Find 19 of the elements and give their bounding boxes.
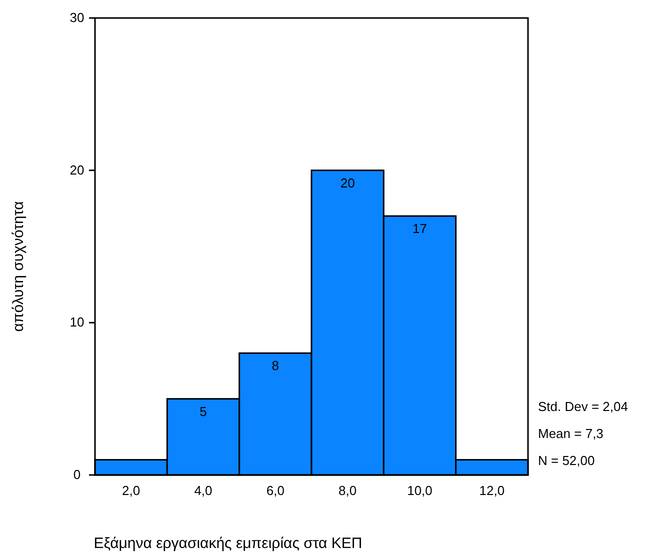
text: Mean = 7,3 bbox=[538, 426, 604, 441]
y-tick-label: 20 bbox=[70, 162, 84, 178]
data-label: 5 bbox=[200, 404, 207, 419]
text: N = 52,00 bbox=[538, 453, 595, 468]
y-tick-label: 30 bbox=[70, 10, 84, 25]
x-tick-label: 6,0 bbox=[266, 483, 284, 498]
data-label: 8 bbox=[272, 358, 280, 374]
y-tick-label: 10 bbox=[70, 314, 84, 330]
x-tick-label: 12,0 bbox=[479, 483, 505, 498]
x-axis-title: Εξάμηνα εργασιακής εμπειρίας στα ΚΕΠ bbox=[94, 535, 362, 552]
x-tick-label: 4,0 bbox=[194, 483, 212, 498]
y-axis-title: απόλυτη συχνότητα bbox=[10, 200, 27, 332]
x-tick-label: 8,0 bbox=[338, 483, 357, 498]
text: Std. Dev = 2,04 bbox=[538, 399, 628, 414]
x-tick-label: 2,0 bbox=[122, 483, 140, 498]
x-tick-label: 10,0 bbox=[407, 483, 432, 498]
data-label: 20 bbox=[340, 175, 355, 190]
y-tick-label: 0 bbox=[73, 467, 81, 482]
data-label: 17 bbox=[412, 221, 427, 236]
